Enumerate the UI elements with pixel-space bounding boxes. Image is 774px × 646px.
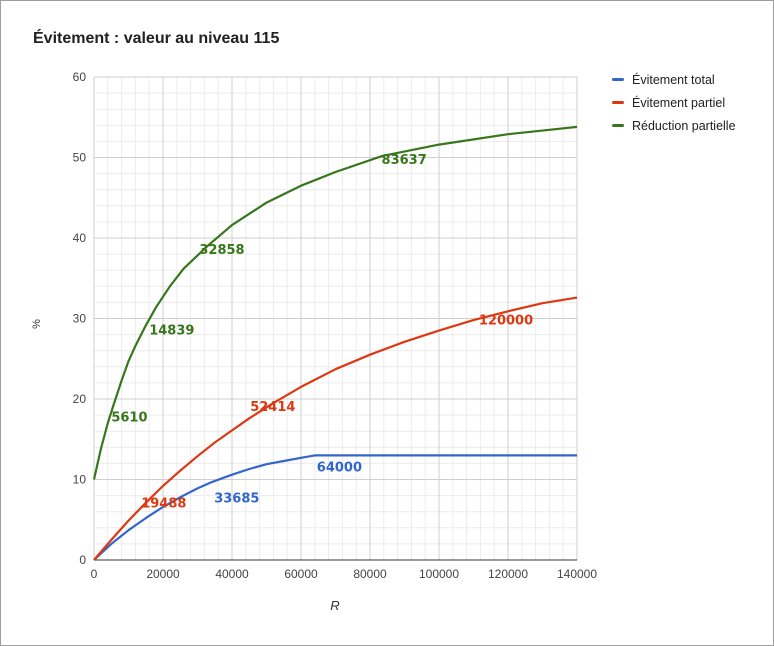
y-tick-label: 50 bbox=[73, 151, 87, 165]
series-line-0 bbox=[93, 454, 577, 561]
data-label: 32858 bbox=[199, 243, 244, 258]
data-label: 64000 bbox=[317, 460, 362, 475]
y-tick-label: 20 bbox=[73, 392, 87, 406]
chart-title: Évitement : valeur au niveau 115 bbox=[33, 30, 280, 47]
x-tick-label: 20000 bbox=[146, 567, 180, 581]
x-tick-label: 80000 bbox=[353, 567, 387, 581]
x-tick-label: 120000 bbox=[488, 567, 528, 581]
data-label: 83637 bbox=[382, 153, 427, 168]
x-tick-label: 60000 bbox=[284, 567, 318, 581]
series-line-2 bbox=[92, 125, 578, 480]
y-tick-label: 30 bbox=[73, 312, 87, 326]
chart-legend: Évitement total Évitement partiel Réduct… bbox=[612, 68, 736, 137]
data-label: 14839 bbox=[149, 324, 194, 339]
data-label: 5610 bbox=[111, 410, 147, 425]
legend-swatch-evitement-total bbox=[612, 78, 624, 81]
y-tick-label: 40 bbox=[73, 231, 87, 245]
legend-item-evitement-total: Évitement total bbox=[612, 68, 736, 91]
x-tick-label: 0 bbox=[91, 567, 98, 581]
legend-item-reduction-partielle: Réduction partielle bbox=[612, 114, 736, 137]
x-axis-label: R bbox=[330, 598, 340, 613]
legend-swatch-evitement-partiel bbox=[612, 101, 624, 104]
data-label: 33685 bbox=[214, 492, 259, 507]
y-tick-label: 0 bbox=[79, 553, 86, 567]
legend-item-evitement-partiel: Évitement partiel bbox=[612, 91, 736, 114]
series-line-1 bbox=[93, 296, 578, 561]
data-label: 19488 bbox=[141, 497, 186, 512]
y-tick-label: 10 bbox=[73, 473, 87, 487]
data-label: 52414 bbox=[250, 400, 295, 415]
x-tick-label: 100000 bbox=[419, 567, 459, 581]
x-tick-label: 40000 bbox=[215, 567, 249, 581]
legend-label: Évitement partiel bbox=[632, 95, 726, 110]
legend-swatch-reduction-partielle bbox=[612, 124, 624, 127]
y-tick-label: 60 bbox=[73, 70, 87, 84]
data-label: 120000 bbox=[479, 313, 533, 328]
x-tick-label: 140000 bbox=[557, 567, 597, 581]
legend-label: Évitement total bbox=[632, 72, 715, 87]
legend-label: Réduction partielle bbox=[632, 118, 736, 133]
